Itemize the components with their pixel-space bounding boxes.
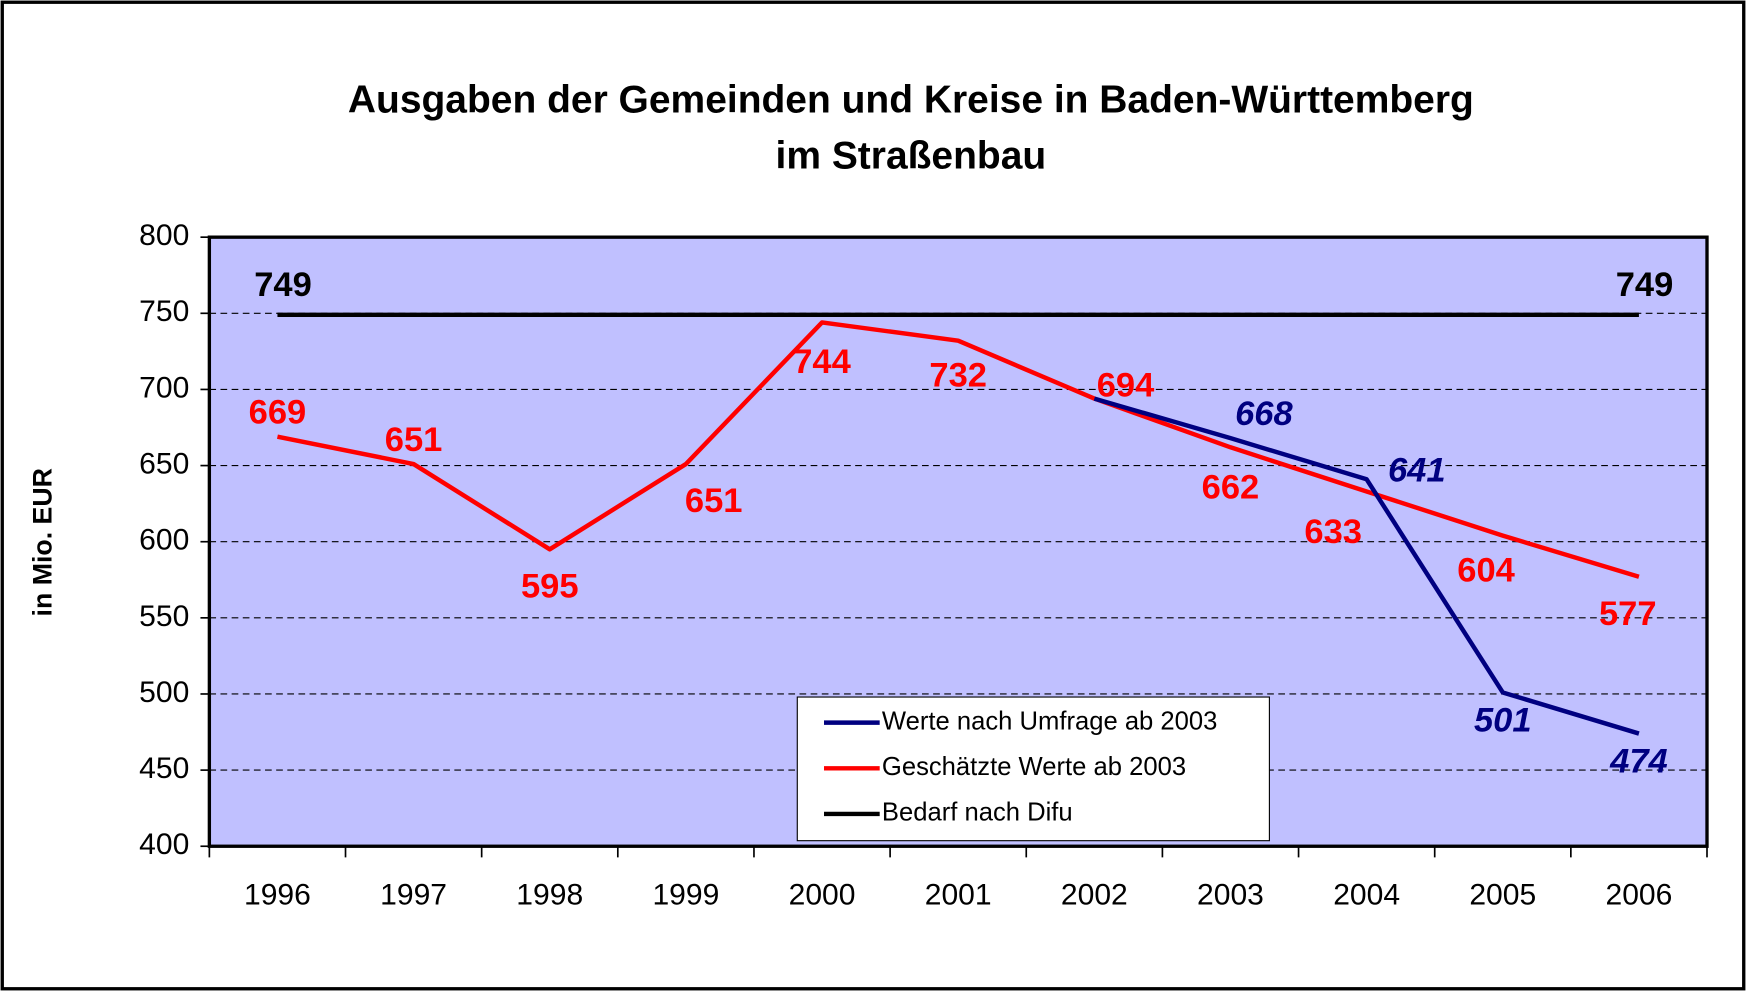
x-tick-label: 2005	[1469, 878, 1536, 911]
data-label: 474	[1609, 743, 1668, 781]
data-label: 749	[254, 266, 312, 304]
plot-border	[207, 235, 1709, 848]
data-label: 641	[1388, 452, 1446, 490]
x-tick-label: 1999	[652, 878, 719, 911]
x-tick-label: 2006	[1606, 878, 1673, 911]
x-tick-label: 2003	[1197, 878, 1264, 911]
x-tick-label: 2001	[925, 878, 992, 911]
data-label: 662	[1202, 469, 1260, 507]
chart-title: Ausgaben der Gemeinden und Kreise in Bad…	[348, 79, 1474, 122]
legend-label: Bedarf nach Difu	[882, 799, 1073, 827]
y-tick-label: 600	[139, 524, 189, 557]
x-tick-label: 1997	[380, 878, 447, 911]
data-label: 604	[1457, 551, 1515, 589]
data-label: 595	[521, 567, 579, 605]
y-tick-label: 550	[139, 600, 189, 633]
x-tick-label: 2004	[1333, 878, 1400, 911]
data-label: 501	[1474, 702, 1532, 740]
data-label: 744	[793, 343, 851, 381]
y-tick-label: 750	[139, 295, 189, 328]
y-tick-label: 400	[139, 828, 189, 861]
y-tick-label: 700	[139, 371, 189, 404]
x-tick-label: 1998	[516, 878, 583, 911]
data-label: 668	[1235, 395, 1293, 433]
x-tick-label: 1996	[244, 878, 311, 911]
legend-label: Werte nach Umfrage ab 2003	[882, 707, 1218, 735]
series-line	[276, 320, 1640, 579]
data-label: 633	[1304, 513, 1362, 551]
y-tick-label: 500	[139, 676, 189, 709]
data-label: 651	[385, 421, 443, 459]
data-label: 577	[1599, 595, 1657, 633]
y-tick-label: 450	[139, 752, 189, 785]
x-tick-label: 2002	[1061, 878, 1128, 911]
legend-label: Geschätzte Werte ab 2003	[882, 753, 1186, 781]
y-tick-label: 650	[139, 448, 189, 481]
data-label: 749	[1616, 266, 1674, 304]
y-axis-label: in Mio. EUR	[28, 468, 58, 616]
data-label: 651	[685, 482, 743, 520]
data-label: 732	[929, 357, 987, 395]
chart-title: im Straßenbau	[776, 134, 1047, 177]
series-line	[1093, 396, 1640, 736]
x-tick-label: 2000	[789, 878, 856, 911]
data-label: 669	[249, 393, 307, 431]
y-tick-label: 800	[139, 219, 189, 252]
data-label: 694	[1097, 367, 1155, 405]
